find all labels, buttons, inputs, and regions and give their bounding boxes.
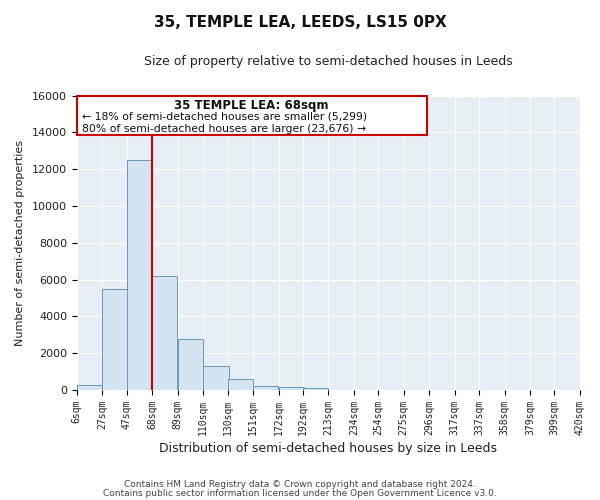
Text: 35 TEMPLE LEA: 68sqm: 35 TEMPLE LEA: 68sqm: [175, 98, 329, 112]
FancyBboxPatch shape: [77, 96, 427, 136]
Y-axis label: Number of semi-detached properties: Number of semi-detached properties: [15, 140, 25, 346]
Bar: [303, 388, 328, 390]
Text: ← 18% of semi-detached houses are smaller (5,299): ← 18% of semi-detached houses are smalle…: [82, 112, 367, 122]
Bar: [227, 379, 253, 390]
Text: 80% of semi-detached houses are larger (23,676) →: 80% of semi-detached houses are larger (…: [82, 124, 366, 134]
Bar: [178, 338, 203, 390]
Bar: [203, 366, 229, 390]
Text: Contains public sector information licensed under the Open Government Licence v3: Contains public sector information licen…: [103, 488, 497, 498]
X-axis label: Distribution of semi-detached houses by size in Leeds: Distribution of semi-detached houses by …: [160, 442, 497, 455]
Text: 35, TEMPLE LEA, LEEDS, LS15 0PX: 35, TEMPLE LEA, LEEDS, LS15 0PX: [154, 15, 446, 30]
Bar: [253, 386, 278, 390]
Bar: [152, 276, 178, 390]
Bar: [279, 388, 304, 390]
Title: Size of property relative to semi-detached houses in Leeds: Size of property relative to semi-detach…: [144, 55, 513, 68]
Bar: [77, 384, 102, 390]
Bar: [127, 160, 152, 390]
Text: Contains HM Land Registry data © Crown copyright and database right 2024.: Contains HM Land Registry data © Crown c…: [124, 480, 476, 489]
Bar: [103, 289, 128, 390]
